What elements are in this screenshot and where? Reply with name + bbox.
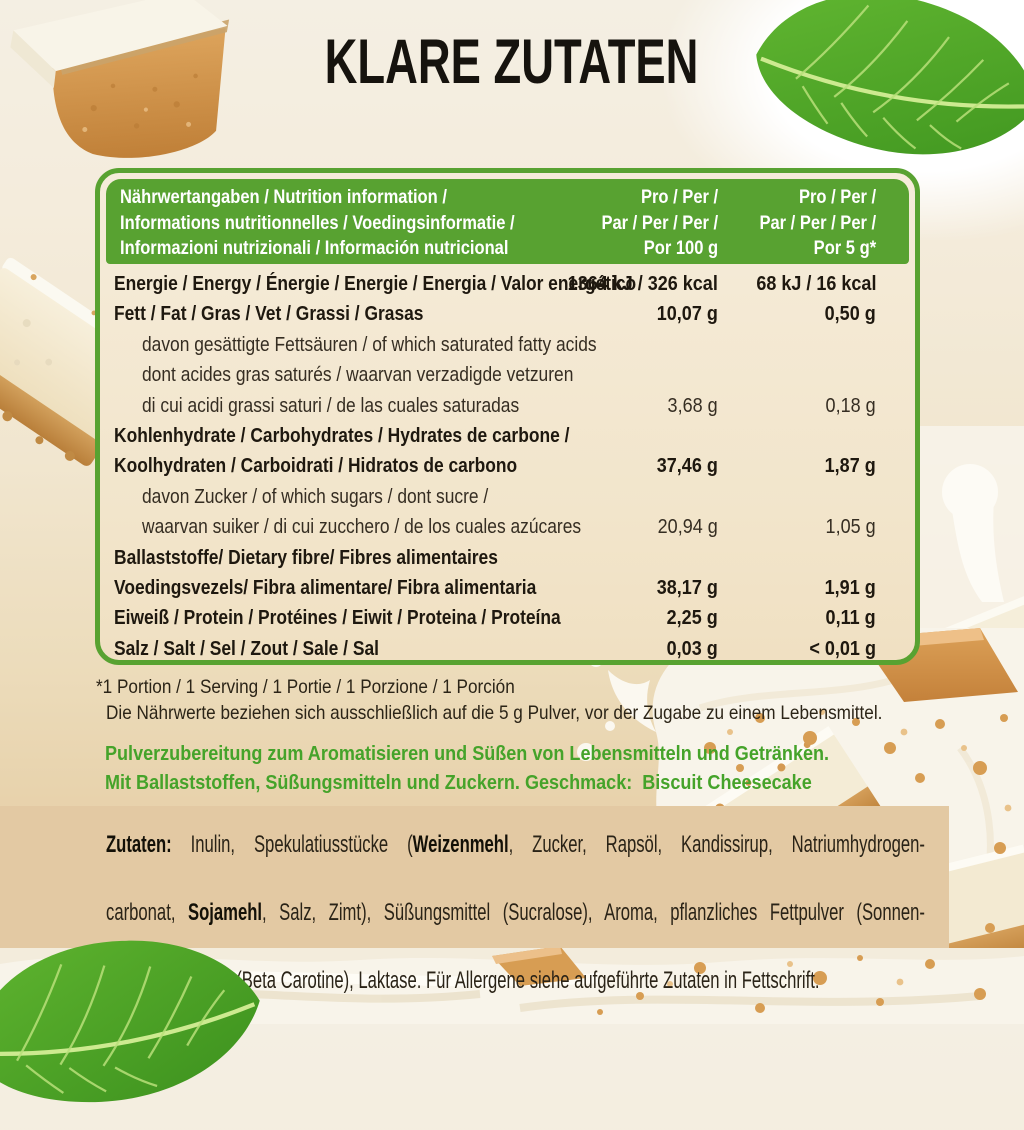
table-row: Kohlenhydrate / Carbohydrates / Hydrates… <box>100 421 915 451</box>
table-row: davon Zucker / of which sugars / dont su… <box>100 482 915 512</box>
row-value-per-100g: 1364 kJ / 326 kcal <box>567 273 718 295</box>
description-line-2: Mit Ballaststoffen, Süßungsmitteln und Z… <box>105 770 812 794</box>
nutrition-rows: Energie / Energy / Énergie / Energie / E… <box>100 269 915 664</box>
row-label: Voedingsvezels/ Fibra alimentare/ Fibra … <box>114 576 537 599</box>
row-value-per-5g: < 0,01 g <box>809 637 876 660</box>
mint-leaf-icon <box>725 0 1024 199</box>
table-row: Eiweiß / Protein / Protéines / Eiwit / P… <box>100 603 915 633</box>
nutrition-table: Nährwertangaben / Nutrition information … <box>95 168 920 665</box>
table-row: di cui acidi grassi saturi / de las cual… <box>100 391 915 421</box>
table-row: Voedingsvezels/ Fibra alimentare/ Fibra … <box>100 573 915 603</box>
table-row: Fett / Fat / Gras / Vet / Grassi / Grasa… <box>100 299 915 329</box>
footnotes: *1 Portion / 1 Serving / 1 Portie / 1 Po… <box>96 674 936 726</box>
header-col-labels: Nährwertangaben / Nutrition information … <box>120 187 515 259</box>
row-value-per-5g: 0,18 g <box>825 394 876 417</box>
page-title: KLARE ZUTATEN <box>325 27 699 97</box>
cheesecake-chunk-icon <box>0 0 264 179</box>
description-line-1: Pulverzubereitung zum Aromatisieren und … <box>105 742 830 765</box>
footnote-basis: Die Nährwerte beziehen sich ausschließli… <box>106 702 883 724</box>
table-row: dont acides gras saturés / waarvan verza… <box>100 360 915 390</box>
table-row: davon gesättigte Fettsäuren / of which s… <box>100 330 915 360</box>
row-label: dont acides gras saturés / waarvan verza… <box>142 364 574 387</box>
row-value-per-100g: 20,94 g <box>657 516 718 539</box>
row-label: Kohlenhydrate / Carbohydrates / Hydrates… <box>114 424 570 447</box>
biscuit-crumbs-icon <box>597 955 986 1015</box>
table-row: waarvan suiker / di cui zucchero / de lo… <box>100 512 915 542</box>
row-value-per-5g: 1,05 g <box>825 516 876 539</box>
header-col-per5g: Pro / Per / Par / Per / Per / Por 5 g* <box>759 187 876 259</box>
row-value-per-100g: 3,68 g <box>667 394 718 417</box>
row-value-per-5g: 68 kJ / 16 kcal <box>755 273 876 295</box>
ingredients-line: carbonat, Sojamehl, Salz, Zimt), Süßungs… <box>106 899 925 926</box>
row-value-per-100g: 0,03 g <box>666 637 718 660</box>
header-col-per100g: Pro / Per / Par / Per / Per / Por 100 g <box>601 187 718 259</box>
nutrition-table-header: Nährwertangaben / Nutrition information … <box>106 179 909 264</box>
product-description: Pulverzubereitung zum Aromatisieren und … <box>105 740 945 797</box>
row-value-per-100g: 38,17 g <box>656 576 718 599</box>
table-row: Salz / Salt / Sel / Zout / Sale / Sal 0,0… <box>100 634 915 664</box>
footnote-serving: *1 Portion / 1 Serving / 1 Portie / 1 Po… <box>96 676 515 698</box>
table-row: Energie / Energy / Énergie / Energie / E… <box>100 269 915 299</box>
mint-leaf-icon <box>0 911 287 1129</box>
row-label: waarvan suiker / di cui zucchero / de lo… <box>142 516 582 539</box>
table-row: Ballaststoffe/ Dietary fibre/ Fibres ali… <box>100 543 915 573</box>
row-value-per-100g: 37,46 g <box>656 455 718 478</box>
row-label: Fett / Fat / Gras / Vet / Grassi / Grasa… <box>114 303 424 326</box>
table-row: Koolhydraten / Carboidrati / Hidratos de… <box>100 451 915 481</box>
row-label: davon gesättigte Fettsäuren / of which s… <box>142 333 597 356</box>
row-label: Koolhydraten / Carboidrati / Hidratos de… <box>114 455 518 478</box>
row-label: Energie / Energy / Énergie / Energie / E… <box>114 273 637 295</box>
row-value-per-5g: 1,87 g <box>824 455 876 478</box>
ingredients-line: Zutaten: Inulin, Spekulatiusstücke (Weiz… <box>106 831 925 858</box>
row-label: Eiweiß / Protein / Protéines / Eiwit / P… <box>114 607 561 630</box>
row-label: Salz / Salt / Sel / Zout / Sale / Sal <box>114 637 379 660</box>
row-label: di cui acidi grassi saturi / de las cual… <box>142 394 520 417</box>
page-title-wrap: KLARE ZUTATEN <box>0 26 1024 98</box>
row-value-per-100g: 2,25 g <box>666 607 718 630</box>
ingredients-panel: Zutaten: Inulin, Spekulatiusstücke (Weiz… <box>0 806 949 994</box>
row-value-per-5g: 0,11 g <box>825 607 876 630</box>
row-label: Ballaststoffe/ Dietary fibre/ Fibres ali… <box>114 546 498 569</box>
row-value-per-5g: 0,50 g <box>824 303 876 326</box>
row-value-per-5g: 1,91 g <box>824 576 876 599</box>
row-value-per-100g: 10,07 g <box>656 303 718 326</box>
row-label: davon Zucker / of which sugars / dont su… <box>142 485 489 508</box>
